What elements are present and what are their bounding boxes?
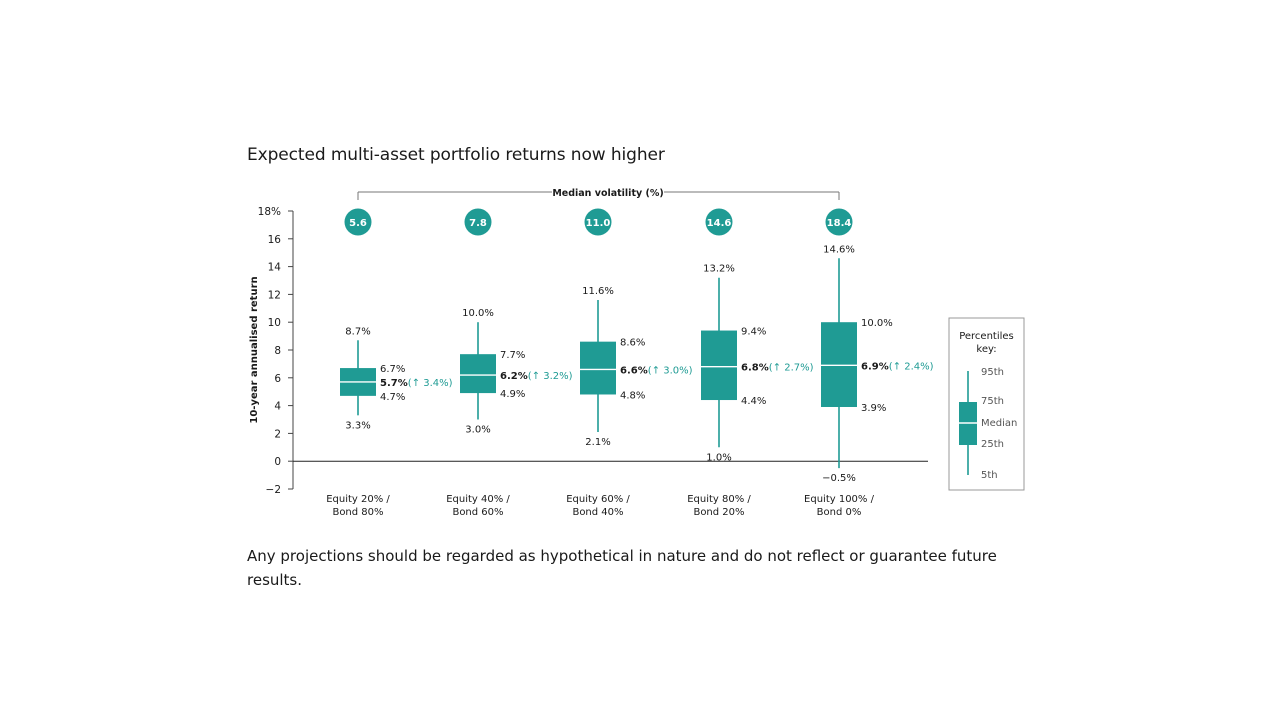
key-label-5th: 5th (981, 470, 998, 481)
volatility-circle (584, 208, 612, 236)
p25-label: 4.7% (380, 392, 405, 403)
p95-label: 14.6% (823, 244, 855, 255)
key-label-25th: 25th (981, 439, 1004, 450)
median-change-label: (↑ 2.7%) (769, 363, 814, 374)
median-change-label: (↑ 3.2%) (528, 371, 573, 382)
median-label: 6.2% (500, 371, 528, 382)
percentiles-key-title: key: (976, 344, 996, 355)
x-category-label: Bond 20% (693, 507, 744, 518)
box-iqr (580, 341, 616, 395)
p25-label: 3.9% (861, 403, 886, 414)
key-label-75th: 75th (981, 396, 1004, 407)
y-tick-label: 0 (274, 456, 281, 468)
x-category-label: Bond 80% (332, 507, 383, 518)
footnote: Any projections should be regarded as hy… (247, 547, 997, 589)
y-tick-label: 14 (268, 262, 282, 274)
key-label-median: Median (981, 418, 1017, 429)
p25-label: 4.9% (500, 389, 525, 400)
p25-label: 4.4% (741, 396, 766, 407)
y-tick-label: 4 (274, 401, 281, 413)
p95-label: 10.0% (462, 308, 494, 319)
y-tick-label: 6 (274, 373, 281, 385)
p25-label: 4.8% (620, 390, 645, 401)
p95-label: 11.6% (582, 286, 614, 297)
p75-label: 7.7% (500, 350, 525, 361)
volatility-value: 14.6 (707, 218, 732, 229)
p75-label: 9.4% (741, 327, 766, 338)
volatility-value: 7.8 (469, 218, 487, 229)
volatility-circle (344, 208, 372, 236)
y-tick-label: 16 (268, 234, 282, 246)
y-tick-label: 2 (274, 428, 281, 440)
volatility-circle (464, 208, 492, 236)
y-tick-label: −2 (266, 484, 281, 496)
x-category-label: Equity 80% / (687, 494, 751, 505)
x-category-label: Bond 0% (817, 507, 862, 518)
key-label-95th: 95th (981, 367, 1004, 378)
y-tick-label: 8 (274, 345, 281, 357)
y-axis-label: 10-year annualised return (249, 276, 260, 423)
volatility-value: 5.6 (349, 218, 367, 229)
x-category-label: Bond 40% (572, 507, 623, 518)
volatility-circle (705, 208, 733, 236)
p75-label: 8.6% (620, 338, 645, 349)
x-category-label: Bond 60% (452, 507, 503, 518)
box-iqr (701, 330, 737, 401)
box-iqr (460, 354, 496, 394)
median-label: 6.9% (861, 361, 889, 372)
median-label: 5.7% (380, 378, 408, 389)
p5-label: 3.3% (345, 420, 370, 431)
x-category-label: Equity 40% / (446, 494, 510, 505)
y-tick-label: 10 (268, 317, 281, 329)
x-category-label: Equity 60% / (566, 494, 630, 505)
percentiles-key-title: Percentiles (959, 331, 1014, 342)
p95-label: 13.2% (703, 264, 735, 275)
volatility-label: Median volatility (%) (552, 188, 663, 199)
p75-label: 6.7% (380, 364, 405, 375)
x-category-label: Equity 20% / (326, 494, 390, 505)
p75-label: 10.0% (861, 318, 893, 329)
median-change-label: (↑ 3.4%) (408, 378, 453, 389)
x-category-label: Equity 100% / (804, 494, 875, 505)
median-change-label: (↑ 3.0%) (648, 365, 693, 376)
p5-label: −0.5% (822, 473, 856, 484)
volatility-value: 11.0 (586, 218, 611, 229)
volatility-value: 18.4 (827, 218, 852, 229)
p5-label: 2.1% (585, 437, 610, 448)
p95-label: 8.7% (345, 326, 370, 337)
volatility-circle (825, 208, 853, 236)
y-tick-label: 18% (258, 206, 281, 218)
median-label: 6.8% (741, 363, 769, 374)
p5-label: 3.0% (465, 425, 490, 436)
chart-title: Expected multi-asset portfolio returns n… (247, 145, 665, 165)
median-label: 6.6% (620, 365, 648, 376)
y-tick-label: 12 (268, 289, 281, 301)
p5-label: 1.0% (706, 452, 731, 463)
median-change-label: (↑ 2.4%) (889, 361, 934, 372)
